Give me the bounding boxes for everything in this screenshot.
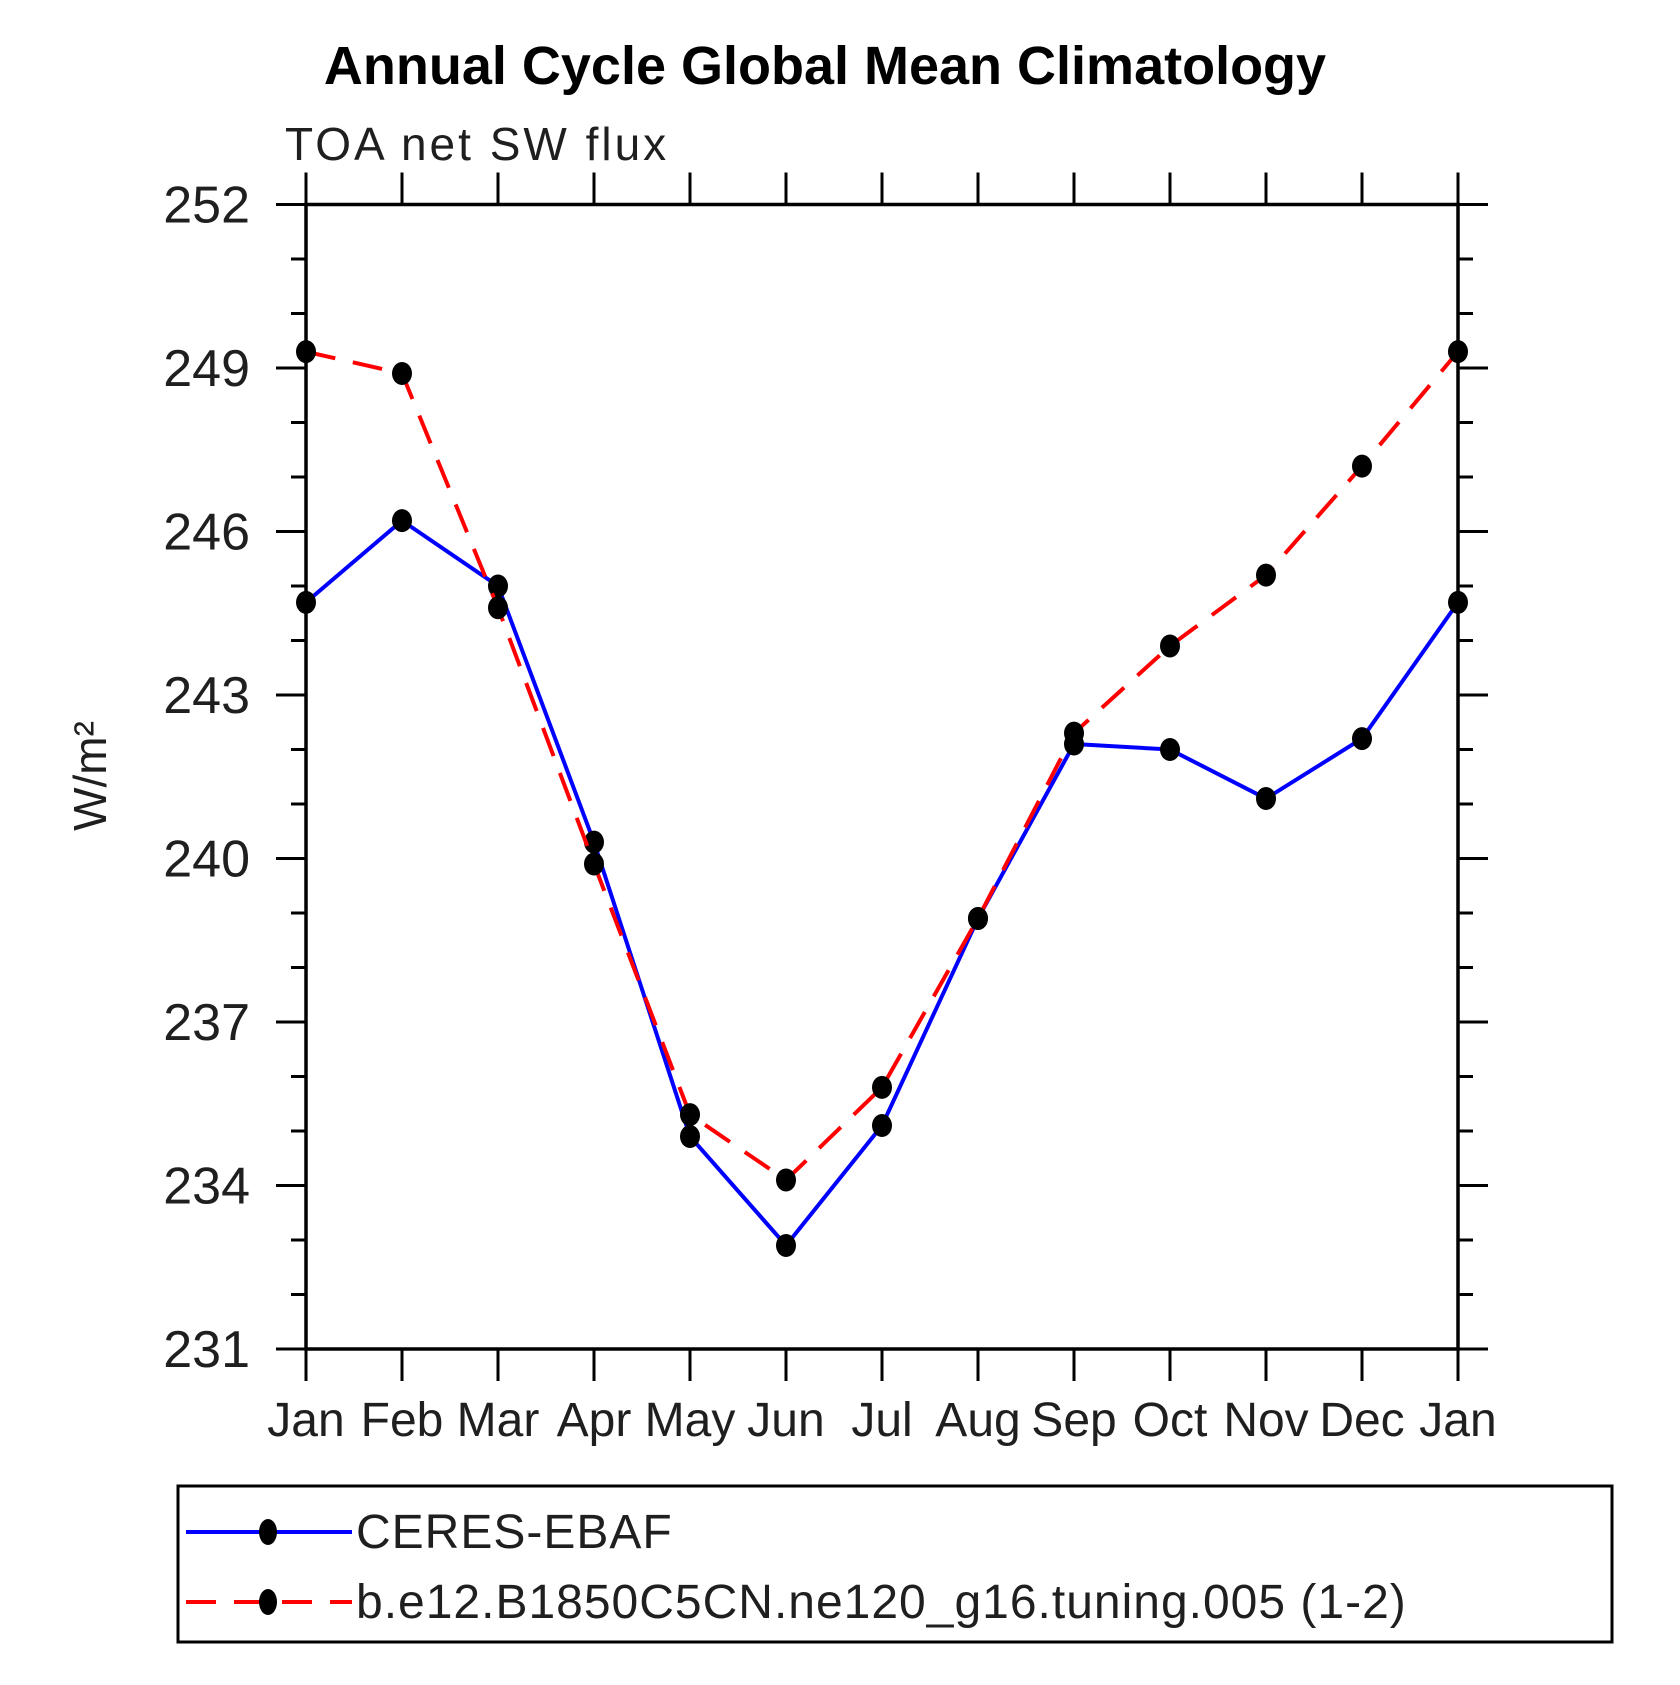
x-tick-label: Feb	[361, 1394, 444, 1447]
data-point-marker	[872, 1075, 892, 1099]
data-point-marker	[1448, 590, 1468, 614]
data-point-marker	[776, 1168, 796, 1192]
data-point-marker	[1256, 787, 1276, 811]
x-tick-label: Aug	[935, 1394, 1020, 1447]
series-line-1	[305, 349, 1460, 1183]
data-point-marker	[1352, 454, 1372, 478]
legend: CERES-EBAF b.e12.B1850C5CN.ne120_g16.tuni…	[176, 1484, 1614, 1644]
legend-entry-label: b.e12.B1850C5CN.ne120_g16.tuning.005 (1-…	[356, 1576, 1407, 1629]
data-point-marker	[1160, 634, 1180, 658]
data-point-marker	[1160, 738, 1180, 761]
data-point-marker	[296, 340, 316, 364]
x-tick-label: Nov	[1223, 1394, 1308, 1447]
legend-marker	[259, 1519, 277, 1545]
data-point-marker	[488, 596, 508, 620]
data-point-marker	[968, 906, 988, 930]
data-point-marker	[1448, 340, 1468, 364]
data-point-marker	[680, 1124, 700, 1148]
data-point-marker	[488, 574, 508, 598]
y-tick-label: 231	[163, 1321, 250, 1379]
legend-marker	[259, 1589, 277, 1615]
data-point-marker	[584, 852, 604, 876]
chart-subtitle: TOA net SW flux	[285, 118, 669, 170]
y-tick-label: 249	[163, 340, 250, 398]
data-point-marker	[584, 830, 604, 854]
data-point-marker	[392, 509, 412, 533]
y-tick-label: 240	[163, 831, 250, 889]
x-tick-label: Mar	[457, 1394, 540, 1447]
data-point-marker	[392, 361, 412, 385]
data-point-marker	[872, 1114, 892, 1138]
x-tick-label: Jul	[851, 1394, 912, 1447]
data-point-marker	[1352, 727, 1372, 751]
plot-frame	[304, 202, 1460, 1351]
chart-title: Annual Cycle Global Mean Climatology	[324, 36, 1326, 96]
data-point-marker	[776, 1233, 796, 1257]
x-tick-label: Sep	[1031, 1394, 1116, 1447]
y-tick-label: 246	[163, 504, 250, 562]
data-point-marker	[296, 590, 316, 614]
y-tick-label: 252	[163, 177, 250, 235]
x-tick-label: Dec	[1319, 1394, 1404, 1447]
y-tick-label: 237	[163, 994, 250, 1052]
legend-entry-label: CERES-EBAF	[356, 1506, 673, 1559]
x-tick-label: Jan	[267, 1394, 344, 1447]
data-point-marker	[1064, 721, 1084, 745]
x-tick-label: Apr	[557, 1394, 632, 1447]
x-tick-label: Jun	[747, 1394, 824, 1447]
data-series	[296, 340, 1468, 1257]
x-tick-label: May	[645, 1394, 736, 1447]
x-tick-label: Oct	[1133, 1394, 1208, 1447]
data-point-marker	[1256, 563, 1276, 587]
y-axis-label: W/m²	[64, 721, 116, 831]
data-point-marker	[680, 1103, 700, 1127]
x-tick-label: Jan	[1419, 1394, 1496, 1447]
y-tick-label: 243	[163, 667, 250, 725]
legend-box	[176, 1484, 1614, 1644]
y-tick-label: 234	[163, 1158, 250, 1216]
